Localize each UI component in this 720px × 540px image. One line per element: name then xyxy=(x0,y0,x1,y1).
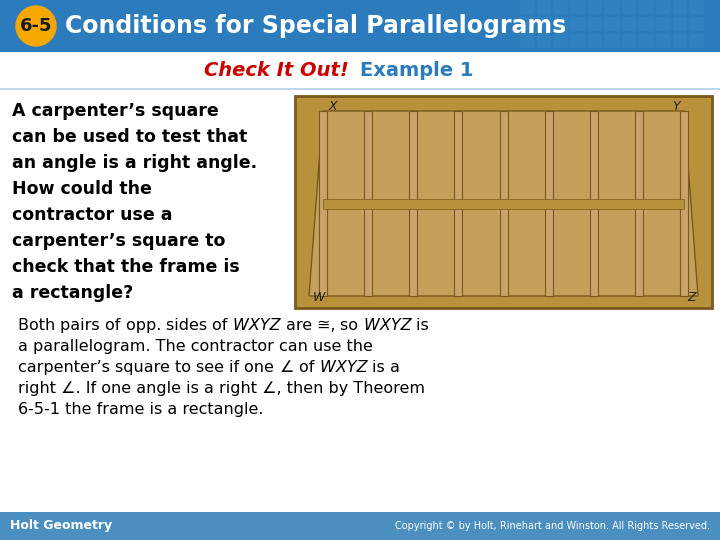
Text: Y: Y xyxy=(672,100,680,113)
Bar xyxy=(554,34,568,48)
Text: Z: Z xyxy=(688,291,696,304)
Bar xyxy=(554,0,568,14)
Bar xyxy=(588,34,602,48)
Bar xyxy=(520,34,534,48)
Bar xyxy=(635,111,643,296)
Text: A carpenter’s square: A carpenter’s square xyxy=(12,102,219,120)
Bar xyxy=(673,34,687,48)
Text: are: are xyxy=(286,318,317,333)
Text: an angle is a right angle.: an angle is a right angle. xyxy=(12,154,257,172)
Bar xyxy=(571,0,585,14)
Bar xyxy=(673,17,687,31)
Text: WXYZ: WXYZ xyxy=(233,318,286,333)
Bar xyxy=(520,17,534,31)
Text: ≅,: ≅, xyxy=(317,318,341,333)
Bar xyxy=(364,111,372,296)
Text: can be used to test that: can be used to test that xyxy=(12,128,247,146)
Text: Example 1: Example 1 xyxy=(360,60,474,79)
Bar xyxy=(500,111,508,296)
Bar xyxy=(295,96,712,308)
Bar xyxy=(554,17,568,31)
Text: Copyright © by Holt, Rinehart and Winston. All Rights Reserved.: Copyright © by Holt, Rinehart and Winsto… xyxy=(395,521,710,531)
Bar xyxy=(319,111,327,296)
Text: so: so xyxy=(341,318,364,333)
Bar xyxy=(0,0,720,52)
Text: a: a xyxy=(390,360,405,375)
Text: ∠: ∠ xyxy=(279,360,299,375)
Text: right ∠. If one angle is a right ∠, then by Theorem: right ∠. If one angle is a right ∠, then… xyxy=(18,381,425,396)
Bar xyxy=(605,0,619,14)
Bar xyxy=(622,17,636,31)
Text: Check It Out!: Check It Out! xyxy=(204,60,356,79)
Bar xyxy=(520,0,534,14)
Bar xyxy=(537,0,551,14)
Bar xyxy=(409,111,418,296)
Bar xyxy=(571,17,585,31)
Text: 6-5: 6-5 xyxy=(19,17,53,35)
Text: opp.: opp. xyxy=(125,318,166,333)
Text: carpenter’s: carpenter’s xyxy=(18,360,115,375)
Bar xyxy=(656,34,670,48)
Bar xyxy=(454,111,462,296)
Text: pairs: pairs xyxy=(60,318,105,333)
Bar xyxy=(537,34,551,48)
Text: X: X xyxy=(329,100,338,113)
Circle shape xyxy=(16,6,56,46)
Text: to: to xyxy=(175,360,196,375)
Text: Holt Geometry: Holt Geometry xyxy=(10,519,112,532)
Bar xyxy=(0,512,720,540)
Text: a parallelogram. The contractor can use the: a parallelogram. The contractor can use … xyxy=(18,339,373,354)
Text: WXYZ: WXYZ xyxy=(320,360,372,375)
Text: is: is xyxy=(372,360,390,375)
Bar xyxy=(690,34,704,48)
Bar xyxy=(605,17,619,31)
Bar xyxy=(690,17,704,31)
Text: 6-5-1 the frame is a rectangle.: 6-5-1 the frame is a rectangle. xyxy=(18,402,264,417)
Text: W: W xyxy=(313,291,325,304)
Text: if: if xyxy=(229,360,245,375)
Bar xyxy=(0,88,720,90)
Bar xyxy=(0,88,720,512)
Bar xyxy=(590,111,598,296)
Text: contractor use a: contractor use a xyxy=(12,206,173,224)
Text: Both: Both xyxy=(18,318,60,333)
Bar xyxy=(656,0,670,14)
Bar xyxy=(537,17,551,31)
Bar xyxy=(639,34,653,48)
Text: check that the frame is: check that the frame is xyxy=(12,258,240,276)
Text: of: of xyxy=(299,360,320,375)
Bar xyxy=(673,0,687,14)
Bar xyxy=(622,34,636,48)
Text: square: square xyxy=(115,360,175,375)
Text: is: is xyxy=(416,318,434,333)
Bar xyxy=(323,199,684,208)
Bar xyxy=(639,0,653,14)
Text: How could the: How could the xyxy=(12,180,152,198)
Text: of: of xyxy=(105,318,125,333)
Text: one: one xyxy=(245,360,279,375)
Text: see: see xyxy=(196,360,229,375)
Text: a rectangle?: a rectangle? xyxy=(12,284,133,302)
Polygon shape xyxy=(309,111,698,296)
Text: carpenter’s square to: carpenter’s square to xyxy=(12,232,225,250)
Text: Conditions for Special Parallelograms: Conditions for Special Parallelograms xyxy=(65,14,566,38)
Bar xyxy=(690,0,704,14)
Text: of: of xyxy=(212,318,233,333)
Bar xyxy=(622,0,636,14)
Bar xyxy=(656,17,670,31)
Bar xyxy=(588,17,602,31)
Bar xyxy=(605,34,619,48)
Text: WXYZ: WXYZ xyxy=(364,318,416,333)
Bar xyxy=(680,111,688,296)
Bar xyxy=(588,0,602,14)
Text: sides: sides xyxy=(166,318,212,333)
Bar xyxy=(544,111,553,296)
Bar xyxy=(571,34,585,48)
Bar xyxy=(639,17,653,31)
Bar xyxy=(0,52,720,88)
